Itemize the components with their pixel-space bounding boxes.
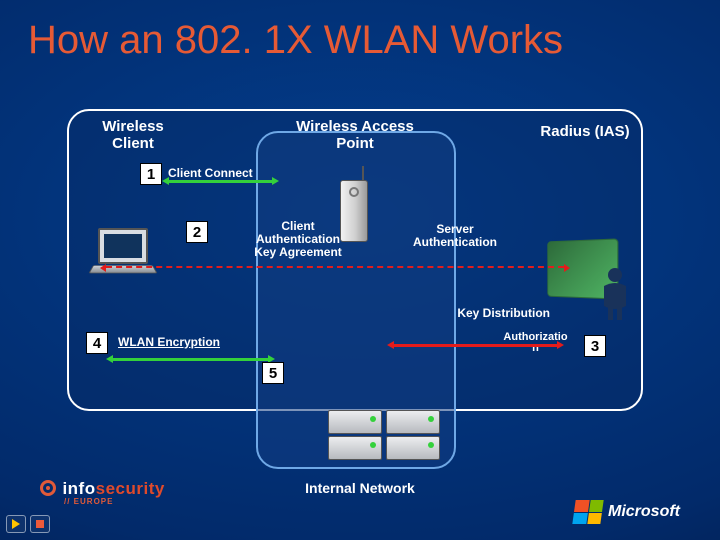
authorization-label: Authorization	[493, 332, 578, 354]
microsoft-flag-icon	[572, 500, 603, 524]
step-2-center-label: ClientAuthenticationKey Agreement	[243, 220, 353, 259]
step-3-arrow	[394, 344, 557, 347]
step-1-label: Client Connect	[168, 167, 268, 180]
person-icon	[598, 266, 632, 322]
infosecurity-sub: EUROPE	[74, 497, 114, 506]
access-point-label: Wireless Access Point	[280, 118, 430, 152]
infosecurity-logo: infosecurity // EUROPE	[40, 478, 165, 506]
microsoft-text: Microsoft	[608, 503, 680, 521]
microsoft-logo: Microsoft	[574, 500, 680, 524]
slide: How an 802. 1X WLAN Works Wireless Clien…	[0, 0, 720, 540]
step-4-box: 4	[86, 332, 108, 354]
step-4-arrow	[113, 358, 268, 361]
play-button[interactable]	[6, 515, 26, 533]
wireless-client-label: Wireless Client	[88, 118, 178, 152]
server-stack-icon	[328, 410, 440, 462]
slide-title: How an 802. 1X WLAN Works	[28, 18, 563, 63]
infosecurity-word1: info	[62, 479, 95, 498]
step-1-box: 1	[140, 163, 162, 185]
step-2-dashed-arrow	[106, 266, 564, 268]
step-1-arrow	[169, 180, 272, 183]
step-3-box: 3	[584, 335, 606, 357]
step-2-right-label: ServerAuthentication	[400, 223, 510, 249]
infosecurity-word2: security	[96, 479, 165, 498]
key-distribution-label: Key Distribution	[420, 307, 550, 320]
stop-button[interactable]	[30, 515, 50, 533]
infosecurity-dot-icon	[40, 480, 56, 496]
step-5-box: 5	[262, 362, 284, 384]
radius-label: Radius (IAS)	[530, 123, 640, 140]
laptop-icon	[98, 228, 155, 276]
internal-network-label: Internal Network	[290, 480, 430, 496]
step-2-box: 2	[186, 221, 208, 243]
step-4-label: WLAN Encryption	[118, 336, 248, 349]
